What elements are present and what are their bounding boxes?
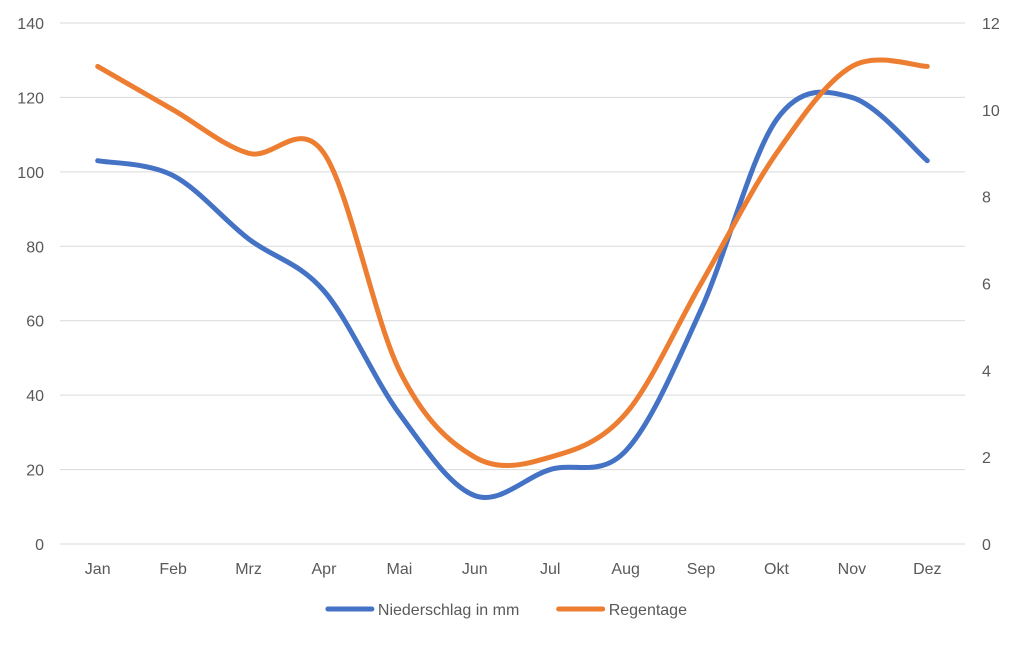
y-right-tick-label: 2 [982, 450, 991, 467]
y-left-tick-label: 80 [26, 239, 44, 256]
legend-item: Niederschlag in mm [325, 602, 519, 619]
y-axis-left: 0 20 40 60 80 100 120 140 [17, 16, 44, 554]
x-tick-label: Dez [913, 561, 941, 578]
x-tick-label: Mai [386, 561, 412, 578]
x-tick-label: Okt [764, 561, 789, 578]
legend-item: Regentage [556, 602, 687, 619]
y-right-tick-label: 8 [982, 190, 991, 207]
y-right-tick-label: 4 [982, 363, 991, 380]
series-line-regentage [95, 57, 930, 469]
y-right-tick-label: 10 [982, 103, 1000, 120]
y-left-tick-label: 60 [26, 314, 44, 331]
y-right-tick-label: 12 [982, 16, 1000, 33]
x-tick-label: Aug [611, 561, 639, 578]
y-axis-right: 0 2 4 6 8 10 12 [982, 16, 1000, 554]
x-tick-label: Nov [838, 561, 866, 578]
x-tick-label: Jun [462, 561, 488, 578]
x-tick-label: Jan [85, 561, 111, 578]
y-left-tick-label: 100 [17, 165, 44, 182]
x-tick-label: Sep [687, 561, 716, 578]
x-axis: Jan Feb Mrz Apr Mai Jun Jul Aug Sep Okt Nov Dez [85, 561, 942, 578]
legend-label: Regentage [609, 602, 687, 619]
y-right-tick-label: 0 [982, 537, 991, 554]
legend: Niederschlag in mm Regentage [325, 602, 687, 619]
legend-label: Niederschlag in mm [378, 602, 519, 619]
x-tick-label: Jul [540, 561, 560, 578]
y-left-tick-label: 40 [26, 388, 44, 405]
y-left-tick-label: 140 [17, 16, 44, 33]
series-lines [95, 57, 930, 500]
y-left-tick-label: 120 [17, 90, 44, 107]
y-left-tick-label: 20 [26, 463, 44, 480]
x-tick-label: Apr [312, 561, 338, 578]
y-left-tick-label: 0 [35, 537, 44, 554]
gridlines [60, 22, 965, 545]
y-right-tick-label: 6 [982, 277, 991, 294]
series-line-niederschlag [95, 89, 930, 500]
x-tick-label: Feb [159, 561, 187, 578]
x-tick-label: Mrz [235, 561, 262, 578]
